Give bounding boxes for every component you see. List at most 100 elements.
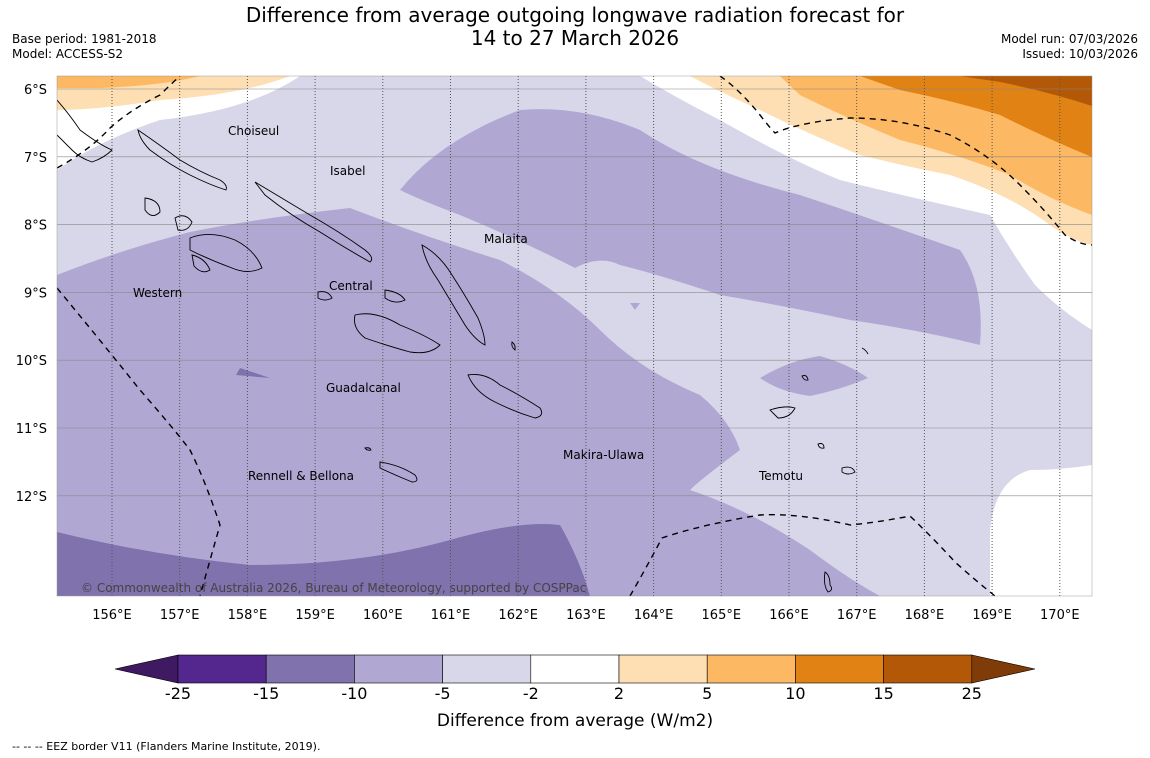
colorbar-arrow-low <box>114 654 179 684</box>
label-malaita: Malaita <box>484 232 528 246</box>
copyright-notice: © Commonwealth of Australia 2026, Bureau… <box>81 581 586 595</box>
longitude-label: 165°E <box>702 608 742 623</box>
longitude-label: 164°E <box>634 608 674 623</box>
longitude-label: 159°E <box>295 608 335 623</box>
province-labels: Choiseul Isabel Malaita Western Central … <box>133 124 803 483</box>
longitude-label: 158°E <box>228 608 268 623</box>
contour-15-25-ne <box>960 76 1092 106</box>
coast-kolombangara <box>174 215 193 231</box>
colorbar-tick-label: -10 <box>341 684 367 703</box>
longitude-label: 169°E <box>972 608 1012 623</box>
colorbar-box <box>442 654 532 684</box>
label-rennell-bellona: Rennell & Bellona <box>248 469 354 483</box>
colorbar-box <box>530 654 620 684</box>
graticule <box>57 76 1092 596</box>
coast-vanuatu-north <box>823 571 833 593</box>
coast-choiseul <box>137 129 227 191</box>
label-central: Central <box>329 279 373 293</box>
latitude-label: 7°S <box>24 151 47 166</box>
model-run: Model run: 07/03/2026 <box>1000 32 1138 46</box>
label-temotu: Temotu <box>758 469 803 483</box>
coast-reef-islands <box>801 375 809 381</box>
coast-bougainville <box>57 99 113 163</box>
longitude-label: 156°E <box>92 608 132 623</box>
eez-segment-s <box>629 514 996 596</box>
colorbar-box <box>265 654 355 684</box>
run-info: Model run: 07/03/2026 Issued: 10/03/2026 <box>1001 32 1138 62</box>
longitude-label: 168°E <box>905 608 945 623</box>
colorbar-box <box>795 654 884 684</box>
latitude-labels: 6°S 7°S 8°S 9°S 10°S 11°S 12°S <box>16 83 47 505</box>
longitude-label: 160°E <box>363 608 403 623</box>
coast-ulawa <box>511 341 516 351</box>
colorbar-tick-label: -25 <box>165 684 191 703</box>
title-line-2: 14 to 27 March 2026 <box>470 26 680 50</box>
colorbar-box <box>177 654 267 684</box>
label-isabel: Isabel <box>330 164 365 178</box>
model-info: Base period: 1981-2018 Model: ACCESS-S2 <box>12 32 157 62</box>
anomaly-field <box>57 76 1092 596</box>
longitude-label: 162°E <box>498 608 538 623</box>
colorbar-box <box>883 654 973 684</box>
colorbar: -25 -15 -10 -5 -2 2 5 10 15 25 <box>114 654 1036 703</box>
contour-5-10-nw <box>57 76 200 88</box>
coast-rendova <box>191 254 211 273</box>
coast-makira <box>467 374 543 419</box>
colorbar-tick-label: -15 <box>253 684 279 703</box>
longitude-label: 167°E <box>837 608 877 623</box>
coast-new-georgia <box>189 234 263 272</box>
contour-10-15-ne <box>860 76 1092 157</box>
issued-date: Issued: 10/03/2026 <box>1022 47 1138 61</box>
latitude-label: 11°S <box>16 422 47 437</box>
latitude-label: 9°S <box>24 286 47 301</box>
label-choiseul: Choiseul <box>228 124 279 138</box>
label-western: Western <box>133 286 182 300</box>
longitude-labels: 156°E 157°E 158°E 159°E 160°E 161°E 162°E 163°E… <box>92 608 1079 623</box>
longitude-label: 163°E <box>566 608 606 623</box>
longitude-label: 166°E <box>769 608 809 623</box>
coast-malaita <box>421 244 486 346</box>
base-period: Base period: 1981-2018 <box>12 32 157 46</box>
coast-vella-lavella <box>144 197 161 216</box>
eez-footnote: -- -- -- EEZ border V11 (Flanders Marine… <box>12 740 321 753</box>
latitude-label: 10°S <box>16 354 47 369</box>
colorbar-tick-label: 25 <box>962 684 982 703</box>
contour-small-spot <box>630 303 640 310</box>
colorbar-arrow-high <box>971 654 1036 684</box>
contour-minus15-minus10-south <box>57 524 590 596</box>
eez-segment-ne <box>719 76 1092 246</box>
coast-isabel <box>254 181 373 263</box>
latitude-label: 6°S <box>24 83 47 98</box>
colorbar-box <box>706 654 796 684</box>
coast-florida-islands <box>384 289 406 303</box>
longitude-label: 161°E <box>431 608 471 623</box>
coast-rennell <box>379 461 418 483</box>
contour-minus10-minus5-east <box>760 356 868 396</box>
contour-neutral-se <box>990 465 1092 596</box>
coast-vanikoro <box>841 466 856 475</box>
latitude-label: 8°S <box>24 219 47 234</box>
coast-bellona <box>364 447 372 451</box>
eez-border <box>57 76 1092 596</box>
label-makira-ulawa: Makira-Ulawa <box>563 448 644 462</box>
title-line-1: Difference from average outgoing longwav… <box>245 3 905 27</box>
eez-segment-nw <box>57 76 181 169</box>
model-name: Model: ACCESS-S2 <box>12 47 124 61</box>
colorbar-tick-label: 2 <box>614 684 624 703</box>
contour-minus15-minus10-spot <box>236 368 270 378</box>
coastlines <box>57 99 869 593</box>
coast-utupua <box>817 443 825 449</box>
colorbar-tick-label: 10 <box>785 684 805 703</box>
coast-duff-islands <box>861 347 869 355</box>
longitude-label: 157°E <box>160 608 200 623</box>
longitude-label: 170°E <box>1040 608 1080 623</box>
label-guadalcanal: Guadalcanal <box>326 381 401 395</box>
latitude-label: 12°S <box>16 490 47 505</box>
colorbar-tick-label: 15 <box>873 684 893 703</box>
map-title: Difference from average outgoing longwav… <box>200 4 950 50</box>
eez-segment-w <box>57 287 221 596</box>
coast-santa-cruz <box>769 406 796 419</box>
contour-minus10-minus5-south <box>57 208 880 596</box>
colorbar-label: Difference from average (W/m2) <box>437 711 713 731</box>
map-frame <box>56 75 1093 597</box>
